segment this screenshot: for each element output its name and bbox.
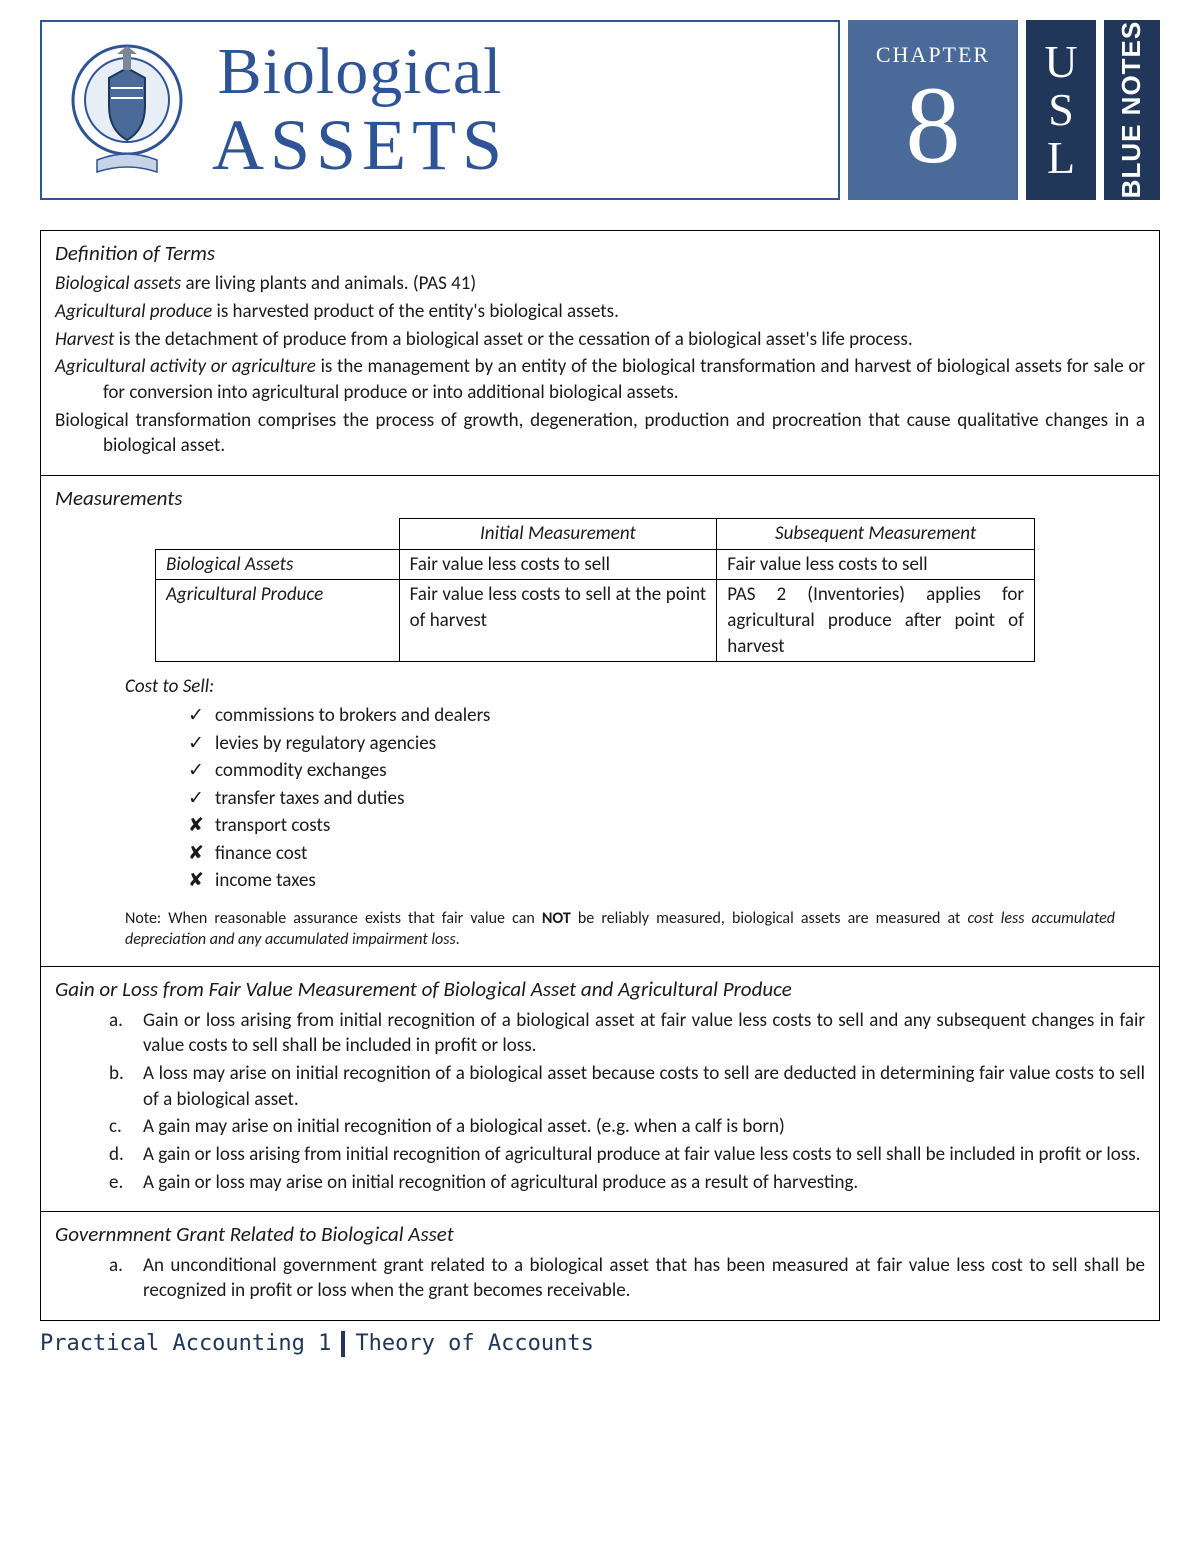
chapter-number: 8 xyxy=(906,70,961,180)
list-item: e.A gain or loss may arise on initial re… xyxy=(109,1170,1145,1196)
table-row: Biological Assets Fair value less costs … xyxy=(156,549,1035,580)
section-measurements: Measurements Initial Measurement Subsequ… xyxy=(41,475,1159,967)
list-item: d.A gain or loss arising from initial re… xyxy=(109,1142,1145,1168)
cost-to-sell-item: ✘finance cost xyxy=(185,840,1145,868)
check-icon: ✓ xyxy=(185,785,207,813)
definition-line: Harvest is the detachment of produce fro… xyxy=(55,327,1145,353)
list-item: a.Gain or loss arising from initial reco… xyxy=(109,1008,1145,1059)
cost-to-sell-item: ✘income taxes xyxy=(185,867,1145,895)
cost-to-sell-list: ✓commissions to brokers and dealers✓levi… xyxy=(185,702,1145,895)
definition-line: Agricultural produce is harvested produc… xyxy=(55,299,1145,325)
footer-left: Practical Accounting 1 xyxy=(40,1329,331,1359)
list-item: b.A loss may arise on initial recognitio… xyxy=(109,1061,1145,1112)
gain-loss-list: a.Gain or loss arising from initial reco… xyxy=(109,1008,1145,1195)
section-heading: Measurements xyxy=(55,484,1145,512)
page-header: Biological ASSETS CHAPTER 8 U S L BLUE N… xyxy=(40,20,1160,200)
bluenotes-badge: BLUE NOTES xyxy=(1104,20,1160,200)
list-item: a.An unconditional government grant rela… xyxy=(109,1253,1145,1304)
cost-to-sell-item: ✓transfer taxes and duties xyxy=(185,785,1145,813)
cost-to-sell-heading: Cost to Sell: xyxy=(125,674,1145,700)
cost-to-sell-item: ✘transport costs xyxy=(185,812,1145,840)
content-box: Definition of Terms Biological assets ar… xyxy=(40,230,1160,1321)
list-item: c.A gain may arise on initial recognitio… xyxy=(109,1114,1145,1140)
usl-letter: U xyxy=(1044,38,1077,86)
section-gain-loss: Gain or Loss from Fair Value Measurement… xyxy=(41,966,1159,1211)
section-heading: Definition of Terms xyxy=(55,239,1145,267)
check-icon: ✓ xyxy=(185,757,207,785)
cross-icon: ✘ xyxy=(185,867,207,895)
measurements-table: Initial Measurement Subsequent Measureme… xyxy=(155,518,1035,662)
col-subsequent: Subsequent Measurement xyxy=(717,519,1035,550)
usl-letter: L xyxy=(1047,134,1075,182)
footer-right: Theory of Accounts xyxy=(355,1329,593,1359)
section-definitions: Definition of Terms Biological assets ar… xyxy=(41,231,1159,475)
cost-to-sell-item: ✓commissions to brokers and dealers xyxy=(185,702,1145,730)
usl-letter: S xyxy=(1048,86,1074,134)
definition-line: Biological assets are living plants and … xyxy=(55,271,1145,297)
col-initial: Initial Measurement xyxy=(399,519,717,550)
bluenotes-text: BLUE NOTES xyxy=(1114,21,1149,199)
cost-to-sell-item: ✓levies by regulatory agencies xyxy=(185,730,1145,758)
section-heading: Gain or Loss from Fair Value Measurement… xyxy=(55,975,1145,1003)
usl-badge: U S L xyxy=(1026,20,1096,200)
check-icon: ✓ xyxy=(185,730,207,758)
definition-line: Agricultural activity or agriculture is … xyxy=(55,354,1145,405)
section-heading: Governmnent Grant Related to Biological … xyxy=(55,1220,1145,1248)
grant-list: a.An unconditional government grant rela… xyxy=(109,1253,1145,1304)
check-icon: ✓ xyxy=(185,702,207,730)
definition-extra: Biological transformation comprises the … xyxy=(55,408,1145,459)
footer-divider xyxy=(341,1331,345,1357)
page-footer: Practical Accounting 1 Theory of Account… xyxy=(40,1329,1160,1359)
university-seal xyxy=(62,35,192,185)
cross-icon: ✘ xyxy=(185,812,207,840)
title-line-2: ASSETS xyxy=(212,109,508,181)
table-row: Agricultural Produce Fair value less cos… xyxy=(156,580,1035,662)
title-line-1: Biological xyxy=(218,39,503,105)
cross-icon: ✘ xyxy=(185,840,207,868)
title-panel: Biological ASSETS xyxy=(40,20,840,200)
cost-to-sell-item: ✓commodity exchanges xyxy=(185,757,1145,785)
chapter-badge: CHAPTER 8 xyxy=(848,20,1018,200)
section-government-grant: Governmnent Grant Related to Biological … xyxy=(41,1211,1159,1320)
measurement-note: Note: When reasonable assurance exists t… xyxy=(125,909,1115,951)
